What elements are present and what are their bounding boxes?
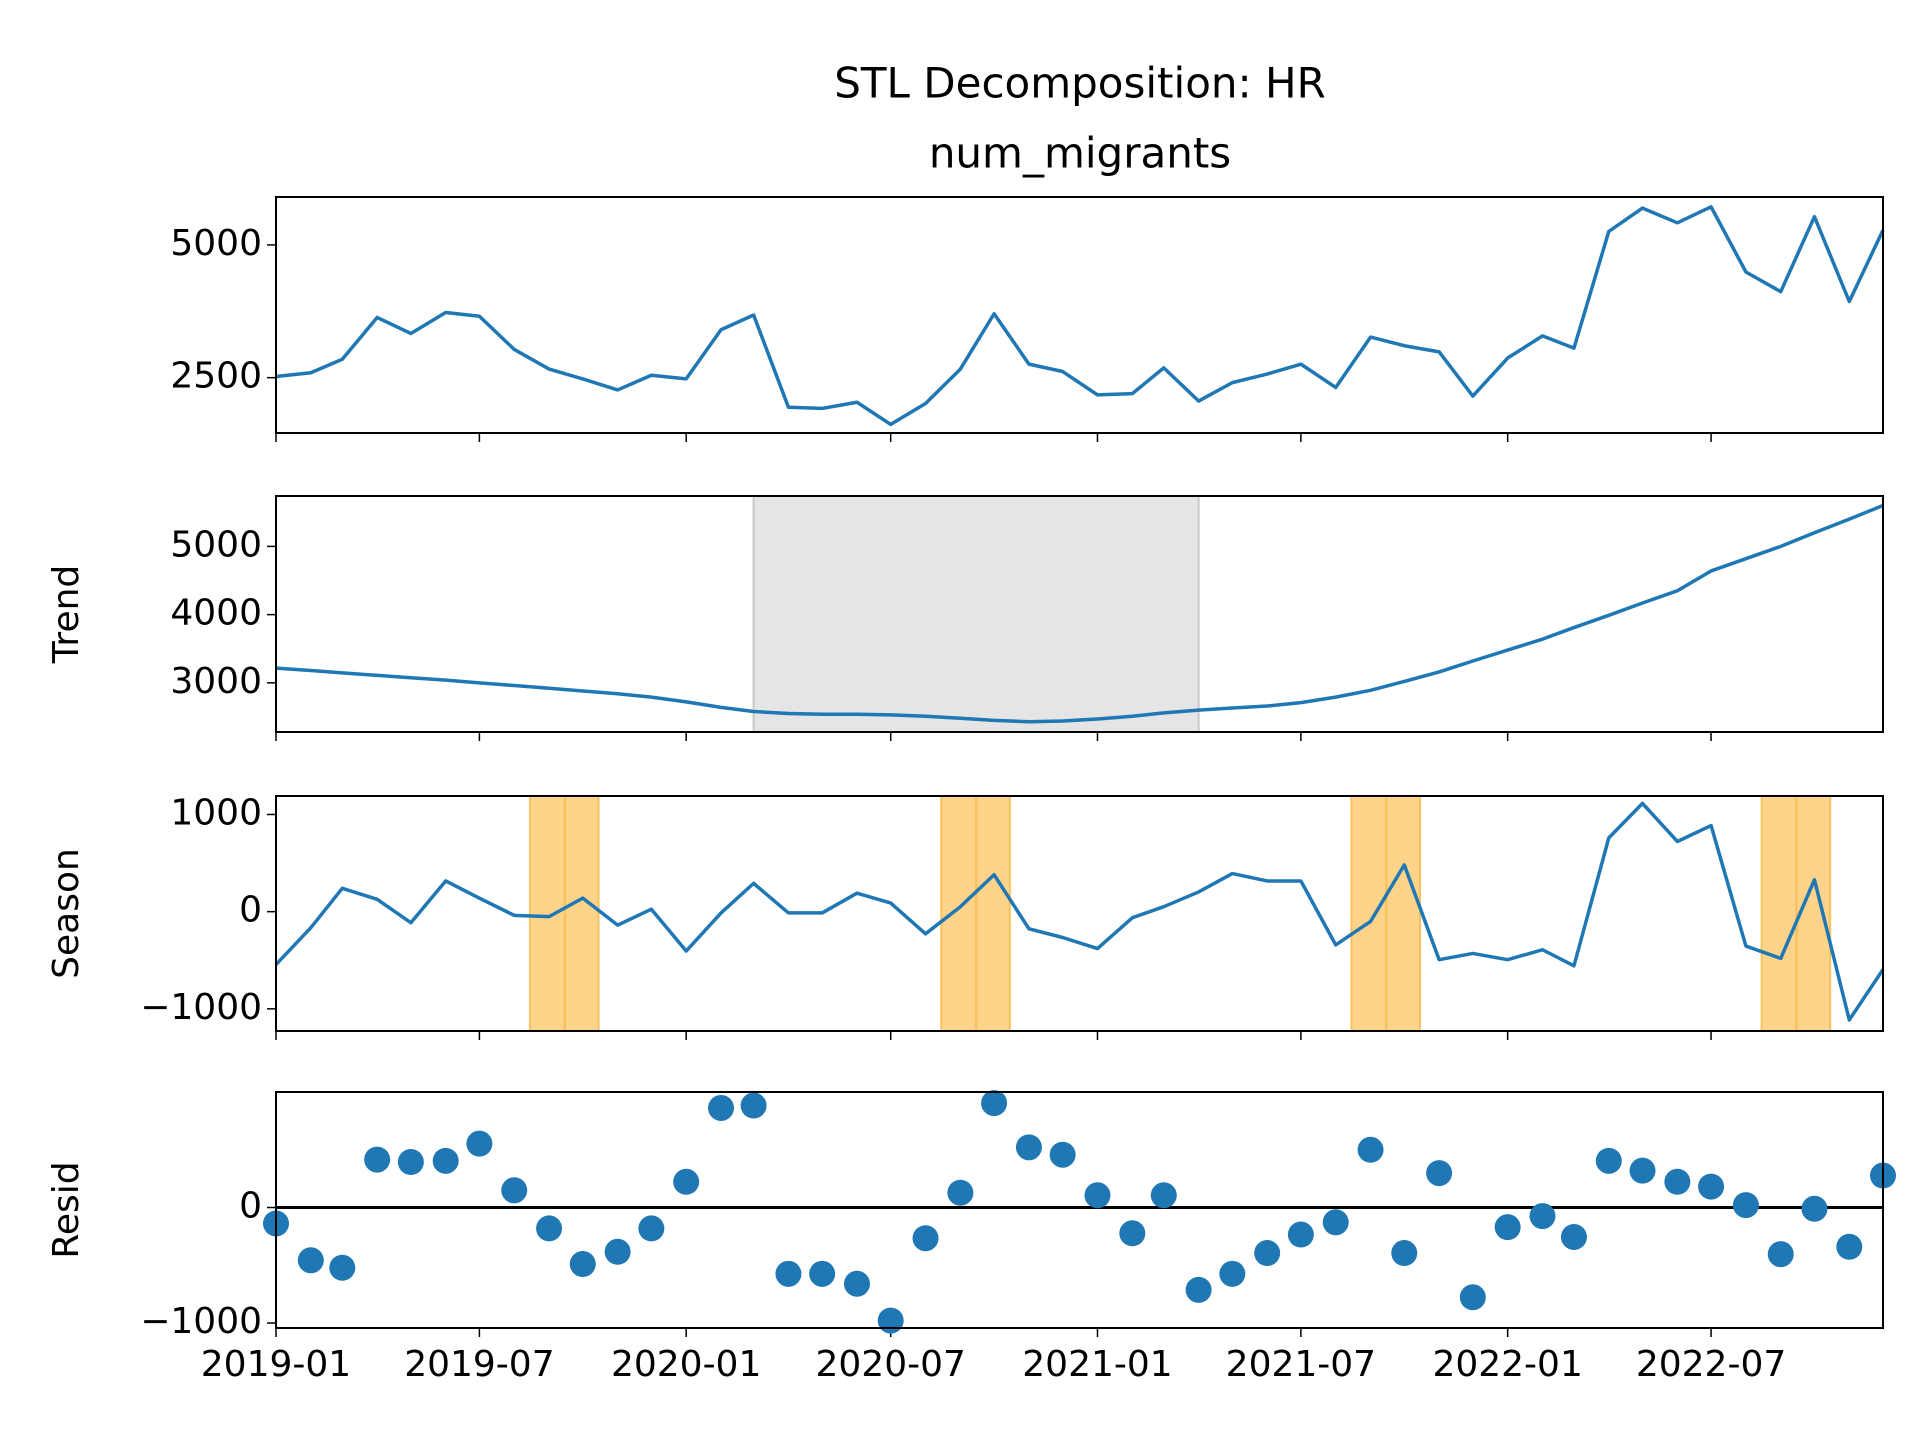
point bbox=[1529, 1203, 1556, 1230]
point bbox=[1357, 1136, 1384, 1163]
highlight-span bbox=[752, 495, 1200, 733]
point bbox=[673, 1168, 700, 1195]
point bbox=[329, 1254, 356, 1281]
x-tick-label: 2019-01 bbox=[201, 1344, 351, 1385]
y-tick-label: 2500 bbox=[170, 356, 262, 397]
series-line bbox=[275, 503, 1884, 724]
point bbox=[1560, 1223, 1587, 1250]
x-tick-label: 2022-01 bbox=[1432, 1344, 1582, 1385]
point bbox=[1119, 1220, 1146, 1247]
x-tick-label: 2021-07 bbox=[1226, 1344, 1376, 1385]
point bbox=[1732, 1192, 1759, 1219]
point bbox=[947, 1179, 974, 1206]
point bbox=[1322, 1209, 1349, 1236]
series-line bbox=[274, 801, 1885, 1022]
x-tick-label: 2019-07 bbox=[404, 1344, 554, 1385]
x-tick-label: 2020-01 bbox=[611, 1344, 761, 1385]
point bbox=[912, 1225, 939, 1252]
y-axis-label: Season bbox=[46, 848, 87, 979]
point bbox=[1801, 1195, 1828, 1222]
y-tick-label: 0 bbox=[239, 1186, 262, 1227]
x-tick-label: 2020-07 bbox=[815, 1344, 965, 1385]
point bbox=[708, 1094, 735, 1121]
point bbox=[809, 1260, 836, 1287]
point bbox=[638, 1215, 665, 1242]
point bbox=[1426, 1160, 1453, 1187]
x-tick-label: 2022-07 bbox=[1636, 1344, 1786, 1385]
plot-frame bbox=[275, 1091, 1884, 1329]
point bbox=[740, 1092, 767, 1119]
point bbox=[432, 1147, 459, 1174]
point bbox=[775, 1260, 802, 1287]
point bbox=[1084, 1182, 1111, 1209]
point bbox=[364, 1146, 391, 1173]
point bbox=[1185, 1276, 1212, 1303]
series-line bbox=[275, 205, 1885, 427]
point bbox=[877, 1307, 904, 1334]
point bbox=[1494, 1214, 1521, 1241]
plot-frame bbox=[275, 795, 1884, 1032]
point bbox=[569, 1251, 596, 1278]
y-tick-label: 4000 bbox=[170, 593, 262, 634]
point bbox=[1836, 1233, 1863, 1260]
point bbox=[1459, 1284, 1486, 1311]
point bbox=[1219, 1260, 1246, 1287]
point bbox=[1664, 1168, 1691, 1195]
point bbox=[397, 1149, 424, 1176]
point bbox=[1629, 1157, 1656, 1184]
y-axis-label: Trend bbox=[46, 565, 87, 665]
y-tick-label: 0 bbox=[239, 890, 262, 931]
plot-frame bbox=[275, 495, 1884, 733]
panel-title: num_migrants bbox=[929, 129, 1231, 178]
y-tick-label: 1000 bbox=[170, 792, 262, 833]
x-tick-label: 2021-01 bbox=[1022, 1344, 1172, 1385]
point bbox=[604, 1238, 631, 1265]
y-axis-label: Resid bbox=[46, 1161, 87, 1258]
point bbox=[1698, 1173, 1725, 1200]
point bbox=[1595, 1147, 1622, 1174]
point bbox=[1391, 1240, 1418, 1267]
y-tick-label: 5000 bbox=[170, 524, 262, 565]
point bbox=[1015, 1134, 1042, 1161]
point bbox=[501, 1177, 528, 1204]
point bbox=[1150, 1182, 1177, 1209]
y-tick-label: 5000 bbox=[170, 223, 262, 264]
point bbox=[466, 1130, 493, 1157]
point bbox=[1049, 1141, 1076, 1168]
point bbox=[1767, 1241, 1794, 1268]
y-tick-label: 3000 bbox=[170, 661, 262, 702]
point bbox=[536, 1215, 563, 1242]
plot-frame bbox=[275, 196, 1884, 434]
point bbox=[843, 1270, 870, 1297]
figure-title: STL Decomposition: HR bbox=[834, 59, 1326, 108]
y-tick-label: −1000 bbox=[140, 1301, 262, 1342]
point bbox=[297, 1247, 324, 1274]
point bbox=[1287, 1221, 1314, 1248]
point bbox=[981, 1090, 1008, 1117]
y-tick-label: −1000 bbox=[140, 987, 262, 1028]
point bbox=[1254, 1240, 1281, 1267]
